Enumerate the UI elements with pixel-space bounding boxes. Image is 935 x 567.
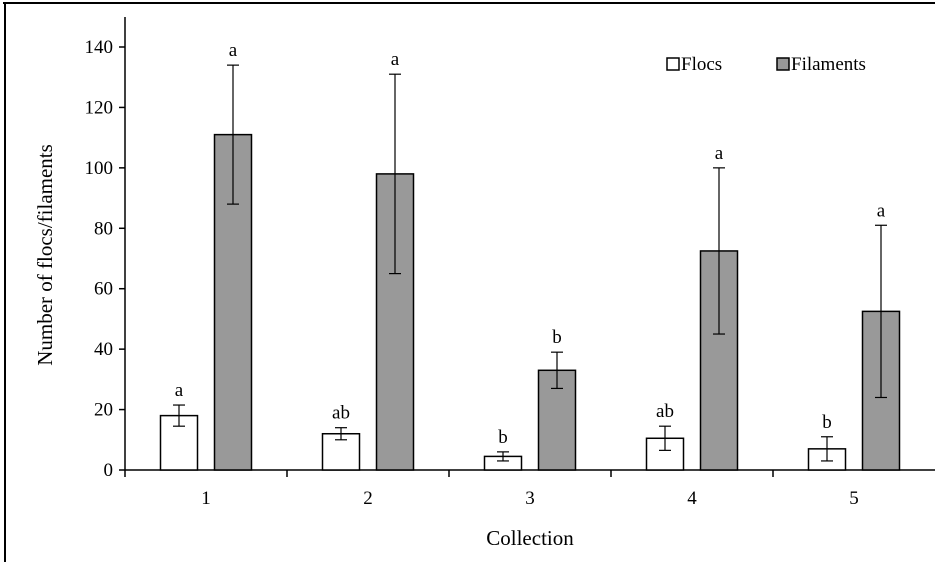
x-tick-label: 2 xyxy=(363,488,373,509)
y-axis: 0 20 40 60 80 100 120 140 xyxy=(85,17,126,481)
y-tick-label: 40 xyxy=(94,339,113,360)
y-tick-label: 0 xyxy=(104,460,114,481)
x-tick-label: 3 xyxy=(525,488,535,509)
x-axis-title: Collection xyxy=(486,526,574,550)
significance-label: a xyxy=(391,49,400,70)
x-tick-label: 1 xyxy=(201,488,211,509)
legend-label-flocs: Flocs xyxy=(681,54,722,75)
x-tick-label: 4 xyxy=(687,488,697,509)
y-tick-label: 100 xyxy=(85,158,114,179)
legend: Flocs Filaments xyxy=(666,54,866,75)
legend-label-filaments: Filaments xyxy=(791,54,866,75)
bars xyxy=(159,133,901,471)
y-tick-label: 20 xyxy=(94,400,113,421)
significance-label: b xyxy=(552,327,562,348)
bar-flocs-2 xyxy=(321,432,361,471)
significance-label: b xyxy=(822,412,832,433)
significance-label: a xyxy=(715,143,724,164)
significance-label: a xyxy=(229,40,238,61)
bar-filaments-4 xyxy=(699,250,739,471)
significance-label: a xyxy=(175,380,184,401)
legend-swatch-flocs xyxy=(666,57,680,71)
bar-filaments-2 xyxy=(375,173,415,471)
y-axis-title: Number of flocs/filaments xyxy=(33,144,57,366)
error-bars xyxy=(173,64,887,462)
significance-label: b xyxy=(498,427,508,448)
y-tick-label: 80 xyxy=(94,218,113,239)
legend-swatch-filaments xyxy=(776,57,790,71)
y-tick-label: 120 xyxy=(85,97,114,118)
significance-label: ab xyxy=(656,401,674,422)
x-axis: 1 2 3 4 5 xyxy=(124,469,935,509)
x-tick-label: 5 xyxy=(849,488,859,509)
y-tick-label: 140 xyxy=(85,37,114,58)
significance-label: a xyxy=(877,200,886,221)
significance-label: ab xyxy=(332,403,350,424)
y-tick-label: 60 xyxy=(94,279,113,300)
